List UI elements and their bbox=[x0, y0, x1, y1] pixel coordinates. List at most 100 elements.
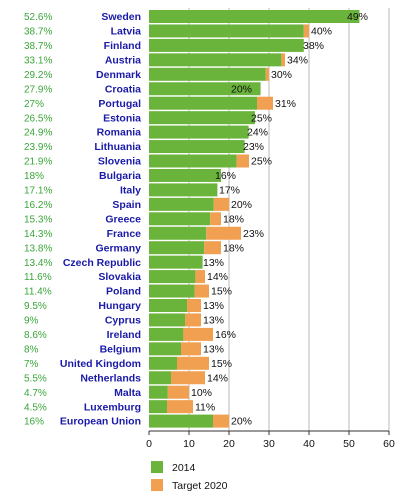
value-label-2014: 13.4% bbox=[24, 258, 52, 269]
bar-2014 bbox=[149, 197, 214, 211]
country-label: United Kingdom bbox=[60, 358, 141, 370]
bar-target-gap bbox=[213, 197, 229, 211]
target-label: 20% bbox=[231, 83, 252, 95]
value-label-2014: 26.5% bbox=[24, 113, 52, 124]
target-label: 16% bbox=[215, 329, 236, 341]
country-label: Italy bbox=[120, 185, 141, 197]
target-label: 20% bbox=[231, 416, 252, 428]
value-label-2014: 38.7% bbox=[24, 41, 52, 52]
value-label-2014: 7% bbox=[24, 359, 39, 370]
bar-2014 bbox=[149, 385, 168, 399]
bar-2014 bbox=[149, 10, 360, 23]
country-label: Czech Republic bbox=[63, 257, 141, 269]
bar-target-gap bbox=[206, 226, 241, 240]
bar-target-gap bbox=[181, 342, 201, 356]
bar-2014 bbox=[149, 313, 185, 327]
bar-2014 bbox=[149, 226, 207, 240]
bar-2014 bbox=[149, 400, 167, 414]
x-tick-label: 0 bbox=[146, 438, 152, 450]
value-label-2014: 5.5% bbox=[24, 373, 47, 384]
value-label-2014: 38.7% bbox=[24, 27, 52, 38]
value-label-2014: 15.3% bbox=[24, 214, 52, 225]
target-label: 13% bbox=[203, 257, 224, 269]
row-labels: 52.6% Sweden 49% 38.7% Latvia 40% 38.7% Finland… bbox=[24, 11, 368, 428]
value-label-2014: 16.2% bbox=[24, 200, 52, 211]
target-label: 17% bbox=[219, 185, 240, 197]
value-label-2014: 9.5% bbox=[24, 301, 47, 312]
target-label: 25% bbox=[251, 156, 272, 168]
country-label: Lithuania bbox=[94, 141, 141, 153]
value-label-2014: 33.1% bbox=[24, 55, 52, 66]
bar-2014 bbox=[149, 212, 211, 226]
target-label: 20% bbox=[231, 199, 252, 211]
country-label: Latvia bbox=[111, 26, 142, 38]
bar-2014 bbox=[149, 270, 196, 284]
value-label-2014: 29.2% bbox=[24, 70, 52, 81]
bar-target-gap bbox=[236, 154, 249, 168]
country-label: Slovakia bbox=[98, 271, 141, 283]
x-tick-label: 30 bbox=[263, 438, 275, 450]
target-label: 31% bbox=[275, 98, 296, 110]
target-label: 23% bbox=[243, 141, 264, 153]
x-tick-label: 60 bbox=[383, 438, 395, 450]
value-label-2014: 4.5% bbox=[24, 402, 47, 413]
bar-2014 bbox=[149, 342, 181, 356]
bar-2014 bbox=[149, 67, 266, 81]
value-label-2014: 23.9% bbox=[24, 142, 52, 153]
target-label: 13% bbox=[203, 315, 224, 327]
country-label: Germany bbox=[95, 242, 141, 254]
bar-target-gap bbox=[303, 24, 309, 38]
bar-target-gap bbox=[281, 53, 285, 67]
value-label-2014: 11.6% bbox=[24, 272, 52, 283]
bar-target-gap bbox=[187, 299, 201, 312]
bar-2014 bbox=[149, 414, 213, 428]
bar-2014 bbox=[149, 299, 187, 312]
value-label-2014: 8% bbox=[24, 344, 39, 355]
bar-2014 bbox=[149, 53, 282, 67]
bar-target-gap bbox=[167, 400, 193, 414]
target-label: 24% bbox=[247, 127, 268, 139]
x-tick-label: 50 bbox=[343, 438, 355, 450]
country-label: Denmark bbox=[96, 69, 141, 81]
value-label-2014: 9% bbox=[24, 316, 39, 327]
target-label: 18% bbox=[223, 213, 244, 225]
bar-target-gap bbox=[194, 284, 209, 298]
bar-target-gap bbox=[265, 67, 269, 81]
country-label: Romania bbox=[97, 127, 142, 139]
value-label-2014: 11.4% bbox=[24, 287, 52, 298]
country-label: Greece bbox=[105, 213, 141, 225]
bar-2014 bbox=[149, 24, 304, 38]
bar-2014 bbox=[149, 284, 195, 298]
bar-target-gap bbox=[183, 327, 213, 341]
bar-target-gap bbox=[185, 313, 201, 327]
bar-target-gap bbox=[213, 414, 229, 428]
target-label: 25% bbox=[251, 112, 272, 124]
bar-target-gap bbox=[177, 356, 209, 370]
country-label: Austria bbox=[105, 54, 141, 66]
value-label-2014: 52.6% bbox=[24, 12, 52, 23]
target-label: 18% bbox=[223, 242, 244, 254]
country-label: Spain bbox=[112, 199, 141, 211]
target-label: 40% bbox=[311, 26, 332, 38]
x-axis: 0 10 20 30 40 50 60 bbox=[146, 430, 395, 450]
value-label-2014: 8.6% bbox=[24, 330, 47, 341]
bar-2014 bbox=[149, 255, 203, 269]
country-label: Croatia bbox=[105, 83, 141, 95]
country-label: France bbox=[107, 228, 142, 240]
country-label: Bulgaria bbox=[99, 170, 141, 182]
bar-2014 bbox=[149, 38, 304, 52]
country-label: Luxemburg bbox=[84, 401, 141, 413]
country-label: Hungary bbox=[98, 300, 141, 312]
country-label: Estonia bbox=[103, 112, 141, 124]
bar-2014 bbox=[149, 140, 245, 154]
bar-2014 bbox=[149, 154, 237, 168]
target-label: 16% bbox=[215, 170, 236, 182]
target-label: 49% bbox=[347, 11, 368, 23]
target-label: 38% bbox=[303, 40, 324, 52]
bar-2014 bbox=[149, 327, 184, 341]
x-tick-label: 20 bbox=[223, 438, 235, 450]
legend-swatch bbox=[151, 461, 163, 474]
bar-2014 bbox=[149, 356, 177, 370]
bar-target-gap bbox=[257, 96, 273, 110]
value-label-2014: 18% bbox=[24, 171, 44, 182]
